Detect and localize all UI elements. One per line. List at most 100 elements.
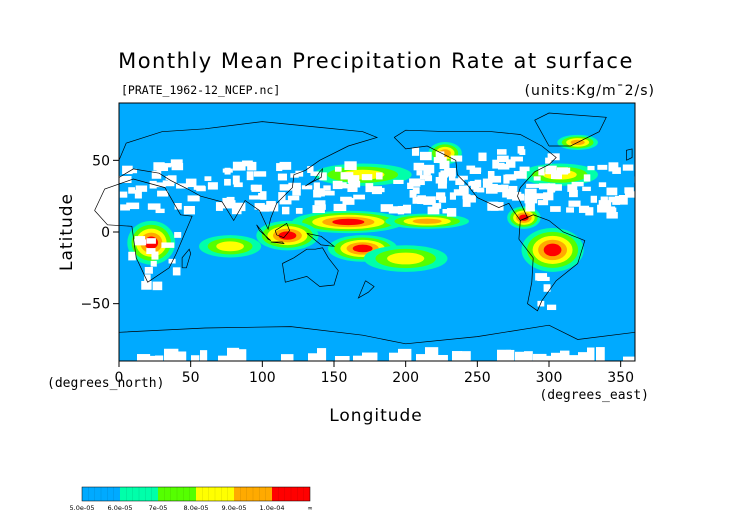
missing-cell <box>128 251 136 261</box>
missing-cell <box>578 205 590 213</box>
missing-cell <box>347 175 360 184</box>
missing-cell <box>597 204 610 213</box>
coastline-path <box>181 248 192 269</box>
missing-cell <box>585 207 594 216</box>
missing-cell <box>398 348 412 361</box>
precip-contour <box>332 218 365 226</box>
missing-cell <box>288 182 301 190</box>
missing-cell <box>232 175 240 185</box>
coastline-path <box>118 324 636 345</box>
missing-cell <box>440 170 451 175</box>
missing-cell <box>453 189 464 196</box>
missing-cell <box>502 188 512 198</box>
missing-cell <box>545 157 552 164</box>
precip-region-central-pacific-itcz <box>385 213 469 229</box>
precip-contour <box>352 244 373 253</box>
missing-cell <box>147 203 161 210</box>
precip-contour <box>387 252 425 265</box>
missing-cell <box>251 184 262 192</box>
missing-cell <box>542 355 557 361</box>
precip-contour <box>412 218 442 224</box>
missing-cell <box>155 355 164 361</box>
missing-cell <box>279 184 293 191</box>
x-tick-label: 0 <box>115 370 124 386</box>
coastline-path <box>270 241 285 244</box>
missing-cell <box>551 352 566 361</box>
coastline-path <box>626 148 633 161</box>
missing-cell <box>469 169 482 174</box>
missing-cell <box>319 172 327 181</box>
missing-cell <box>597 164 608 170</box>
missing-cell <box>524 195 538 204</box>
precip-contour <box>278 231 297 240</box>
missing-cell <box>347 185 358 192</box>
missing-cell <box>608 162 619 170</box>
coastline-path <box>274 222 291 239</box>
missing-cell <box>462 198 471 207</box>
missing-cell <box>323 190 335 196</box>
missing-cell <box>497 349 512 361</box>
missing-cell <box>172 267 181 276</box>
coastline-path <box>282 247 339 287</box>
x-axis-ticks: 0 50 100 150 200 250 300 350 <box>115 361 634 386</box>
missing-cell <box>277 173 287 181</box>
missing-cell <box>519 149 526 156</box>
missing-cell <box>566 207 574 213</box>
missing-cell <box>569 355 581 361</box>
missing-cell <box>374 187 385 193</box>
missing-cell <box>249 195 260 200</box>
missing-cell <box>317 348 327 361</box>
missing-cell <box>497 155 509 163</box>
missing-cell <box>469 195 476 203</box>
missing-cell <box>290 173 299 178</box>
missing-cell <box>314 200 326 206</box>
missing-cell <box>462 194 471 200</box>
missing-cell <box>458 175 468 180</box>
missing-cell <box>185 178 197 188</box>
missing-cell <box>452 351 463 361</box>
missing-cell <box>152 281 163 291</box>
missing-cell <box>222 203 235 209</box>
missing-cell <box>200 350 208 361</box>
missing-cell <box>568 200 581 207</box>
missing-cell <box>150 260 157 267</box>
precip-contour <box>216 241 244 252</box>
missing-cell <box>466 165 476 170</box>
missing-cell <box>583 174 591 182</box>
missing-cell <box>596 347 605 361</box>
missing-cell <box>508 185 518 192</box>
missing-cell <box>339 182 347 187</box>
coastline-path <box>305 167 324 187</box>
missing-cell <box>450 155 463 162</box>
missing-cell <box>432 203 442 209</box>
missing-cell <box>134 189 142 199</box>
missing-cell <box>458 185 469 195</box>
y-axis-ticks: 50 0 −50 <box>80 153 119 313</box>
missing-cell <box>120 204 130 211</box>
file-label: [PRATE_1962-12_NCEP.nc] <box>121 83 280 97</box>
missing-cell <box>162 180 175 187</box>
missing-cell <box>153 162 165 171</box>
missing-cell <box>167 175 177 184</box>
missing-cell <box>491 202 504 211</box>
x-axis-units: (degrees_east) <box>539 388 649 403</box>
missing-cell <box>141 281 152 290</box>
missing-cell <box>151 170 162 179</box>
missing-cell <box>335 356 350 361</box>
missing-cell <box>468 181 481 186</box>
missing-cell <box>170 159 183 167</box>
missing-cell <box>388 206 401 214</box>
colorbar-label: 5.0e-05 <box>70 504 95 512</box>
missing-cell <box>470 182 480 190</box>
missing-cell <box>151 251 159 260</box>
missing-cell <box>393 179 404 184</box>
colorbar-label: 9.0e-05 <box>222 504 247 512</box>
missing-cell <box>191 355 200 361</box>
missing-cell <box>478 152 487 162</box>
coastline-path <box>118 121 379 231</box>
coastline-path <box>357 280 375 299</box>
missing-cell <box>423 196 436 205</box>
missing-cell <box>634 170 648 179</box>
missing-cell <box>376 172 383 180</box>
